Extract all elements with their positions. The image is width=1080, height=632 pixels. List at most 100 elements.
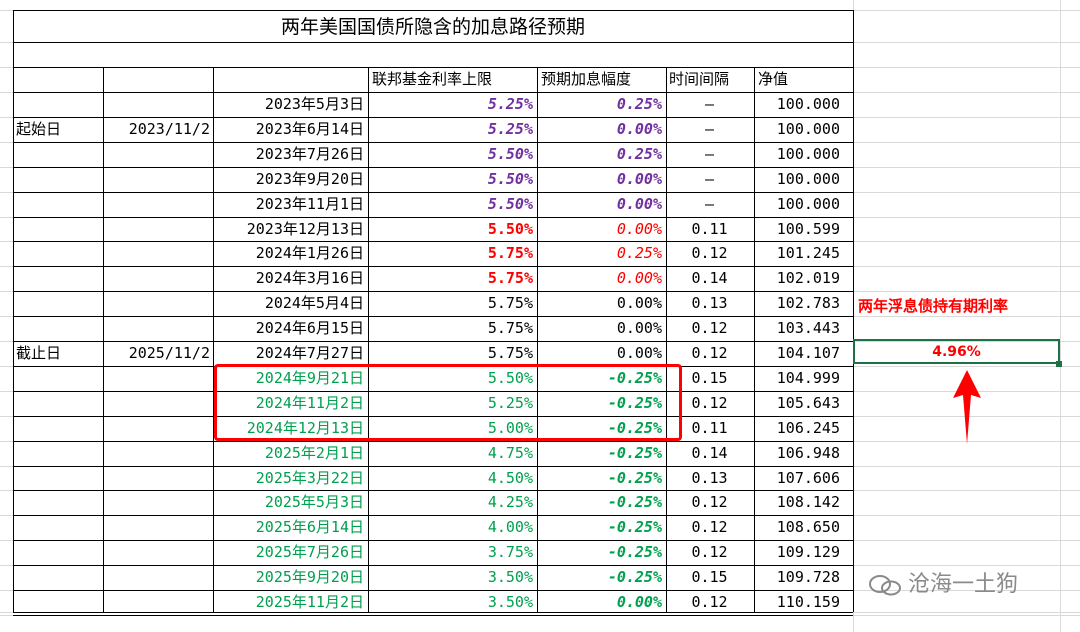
- fill-handle[interactable]: [1056, 361, 1062, 367]
- cell-nav: 110.159: [776, 593, 840, 611]
- table-border-h: [13, 341, 853, 342]
- cell-date: 2024年1月26日: [255, 244, 364, 263]
- grid-line-v: [1060, 0, 1061, 632]
- cell-hike: -0.25%: [607, 393, 662, 412]
- table-border-h: [13, 466, 853, 467]
- holding-rate-value[interactable]: 4.96%: [932, 344, 981, 360]
- table-border-h: [13, 117, 853, 118]
- cell-hike: -0.25%: [607, 418, 662, 437]
- table-border-h: [13, 291, 853, 292]
- table-border-h: [13, 241, 853, 242]
- cell-date: 2025年9月20日: [255, 568, 364, 587]
- cell-interval: –: [704, 95, 715, 113]
- cell-hike: 0.00%: [616, 319, 662, 338]
- cell-interval: 0.13: [691, 294, 728, 313]
- cell-hike: 0.00%: [616, 294, 662, 313]
- cell-interval: –: [704, 169, 715, 188]
- cell-hike: 0.00%: [616, 194, 662, 213]
- table-border-h: [13, 540, 853, 541]
- sheet-title: 两年美国国债所隐含的加息路径预期: [280, 16, 585, 38]
- cell-rate: 5.25%: [487, 119, 533, 138]
- cell-hike: -0.25%: [607, 493, 662, 512]
- start-date: 2023/11/2: [128, 120, 210, 138]
- cell-interval: 0.15: [691, 568, 728, 587]
- cell-interval: 0.12: [691, 518, 728, 537]
- cell-rate: 4.25%: [487, 493, 533, 512]
- cell-date: 2025年11月2日: [255, 593, 364, 611]
- cell-nav: 108.142: [776, 493, 840, 512]
- cell-rate: 3.75%: [487, 543, 533, 562]
- cell-hike: 0.00%: [616, 344, 662, 362]
- cell-nav: 106.245: [776, 418, 840, 437]
- cell-rate: 3.50%: [487, 593, 533, 611]
- cell-nav: 100.000: [776, 169, 840, 188]
- header-rate-cap: 联邦基金利率上限: [372, 70, 493, 88]
- start-label: 起始日: [16, 120, 62, 138]
- cell-rate: 5.75%: [487, 244, 533, 263]
- table-border-h: [13, 217, 853, 218]
- cell-interval: 0.11: [691, 219, 728, 238]
- selected-cell[interactable]: [853, 339, 1060, 364]
- cell-interval: –: [704, 119, 715, 138]
- highlight-box: [214, 364, 682, 441]
- holding-rate-label: 两年浮息债持有期利率: [858, 297, 1009, 315]
- table-border-h: [13, 316, 853, 317]
- cell-hike: 0.25%: [616, 244, 662, 263]
- table-border-h: [13, 565, 853, 566]
- cell-interval: 0.14: [691, 443, 728, 462]
- cell-nav: 108.650: [776, 518, 840, 537]
- cell-hike: 0.00%: [616, 119, 662, 138]
- cell-date: 2024年6月15日: [255, 319, 364, 338]
- cell-rate: 5.00%: [487, 418, 533, 437]
- cell-date: 2025年5月3日: [264, 493, 364, 512]
- cell-nav: 109.728: [776, 568, 840, 587]
- cell-date: 2024年5月4日: [264, 294, 364, 313]
- table-border-v: [666, 67, 667, 612]
- cell-rate: 5.25%: [487, 393, 533, 412]
- table-border-h: [13, 490, 853, 491]
- cell-nav: 104.107: [776, 344, 840, 362]
- cell-interval: 0.12: [691, 543, 728, 562]
- red-arrow-icon: [953, 370, 981, 444]
- cell-date: 2024年9月21日: [255, 368, 364, 387]
- table-border-h: [13, 441, 853, 442]
- table-border-left: [13, 10, 14, 612]
- cell-nav: 101.245: [776, 244, 840, 263]
- table-border-v: [537, 67, 538, 612]
- cell-rate: 5.50%: [487, 194, 533, 213]
- table-border-h: [13, 92, 853, 93]
- table-border-h: [13, 615, 853, 616]
- cell-date: 2024年7月27日: [255, 344, 364, 362]
- table-border-h: [13, 42, 853, 43]
- cell-hike: -0.25%: [607, 468, 662, 487]
- table-border-top: [13, 10, 853, 11]
- cell-date: 2024年3月16日: [255, 269, 364, 288]
- cell-nav: 106.948: [776, 443, 840, 462]
- cell-hike: 0.00%: [616, 169, 662, 188]
- cell-rate: 4.75%: [487, 443, 533, 462]
- header-expected-hike: 预期加息幅度: [541, 70, 632, 88]
- cell-hike: -0.25%: [607, 443, 662, 462]
- end-label: 截止日: [16, 344, 62, 362]
- table-border-h: [13, 167, 853, 168]
- cell-interval: 0.12: [691, 344, 728, 362]
- cell-nav: 100.000: [776, 194, 840, 213]
- cell-hike: -0.25%: [607, 368, 662, 387]
- cell-date: 2024年12月13日: [246, 418, 364, 437]
- table-border-v: [213, 67, 214, 612]
- table-border-h: [13, 391, 853, 392]
- cell-date: 2025年3月22日: [255, 468, 364, 487]
- cell-interval: 0.12: [691, 319, 728, 338]
- table-border-v: [754, 67, 755, 612]
- cell-interval: 0.15: [691, 368, 728, 387]
- table-border-v: [103, 67, 104, 612]
- cell-nav: 107.606: [776, 468, 840, 487]
- end-date: 2025/11/2: [128, 344, 210, 362]
- cell-rate: 5.75%: [487, 319, 533, 338]
- cell-interval: 0.12: [691, 493, 728, 512]
- cell-nav: 103.443: [776, 319, 840, 338]
- cell-rate: 5.50%: [487, 144, 533, 163]
- cell-nav: 109.129: [776, 543, 840, 562]
- cell-hike: -0.25%: [607, 518, 662, 537]
- cell-date: 2025年6月14日: [255, 518, 364, 537]
